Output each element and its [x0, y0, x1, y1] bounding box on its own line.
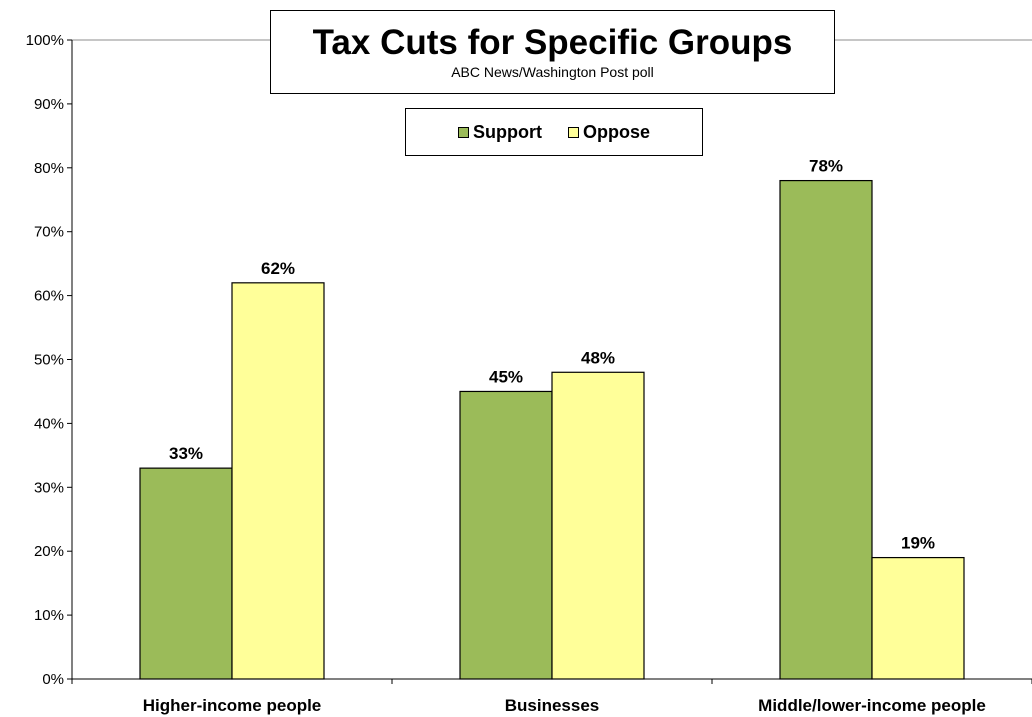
legend-item-support: Support — [457, 121, 542, 143]
legend-label-oppose: Oppose — [582, 121, 650, 142]
chart-title: Tax Cuts for Specific Groups — [312, 23, 793, 62]
y-tick-label: 20% — [34, 543, 64, 560]
y-tick-label: 50% — [34, 352, 64, 369]
y-tick-label: 90% — [34, 96, 64, 113]
y-tick-label: 30% — [34, 479, 64, 496]
chart-legend: Support Oppose — [405, 108, 703, 156]
legend-label-support: Support — [472, 121, 542, 142]
chart-subtitle: ABC News/Washington Post poll — [451, 64, 654, 80]
data-label-oppose: 19% — [901, 534, 935, 553]
y-tick-label: 40% — [34, 415, 64, 432]
legend-item-oppose: Oppose — [567, 121, 650, 143]
y-tick-label: 0% — [42, 671, 64, 688]
bar-support — [779, 179, 873, 680]
x-category-label: Higher-income people — [143, 696, 322, 715]
y-tick-label: 80% — [34, 160, 64, 177]
y-tick-label: 60% — [34, 288, 64, 305]
bar-support — [459, 390, 553, 680]
legend-swatch-support — [457, 126, 469, 138]
x-category-label: Middle/lower-income people — [758, 696, 986, 715]
bar-support — [139, 467, 233, 680]
data-label-oppose: 48% — [581, 348, 615, 367]
bar-oppose — [551, 371, 645, 680]
x-category-label: Businesses — [505, 696, 600, 715]
data-label-support: 45% — [489, 367, 523, 386]
chart-title-box: Tax Cuts for Specific Groups ABC News/Wa… — [270, 10, 835, 94]
bar-oppose — [871, 556, 965, 680]
bar-oppose — [231, 282, 325, 680]
y-tick-label: 100% — [26, 32, 64, 49]
data-label-support: 33% — [169, 444, 203, 463]
data-label-oppose: 62% — [261, 259, 295, 278]
y-tick-label: 10% — [34, 607, 64, 624]
y-tick-label: 70% — [34, 224, 64, 241]
data-label-support: 78% — [809, 157, 843, 176]
legend-swatch-oppose — [567, 126, 579, 138]
